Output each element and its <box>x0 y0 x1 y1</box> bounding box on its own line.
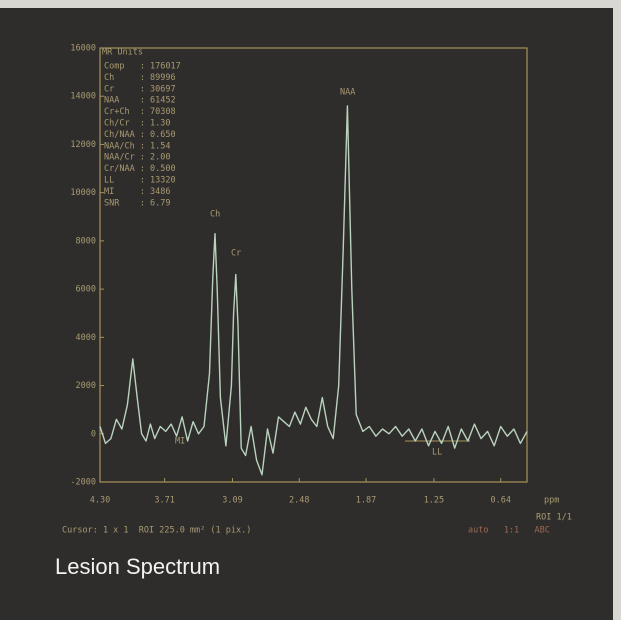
y-tick-label: 4000 <box>76 333 96 343</box>
peak-label: MI <box>175 437 185 447</box>
y-tick-label: 12000 <box>70 140 96 150</box>
y-tick-label: 10000 <box>70 188 96 198</box>
info-row: NAA/Cr : 2.00 <box>104 153 171 163</box>
info-row: NAA/Ch : 1.54 <box>104 141 171 151</box>
y-tick-label: 14000 <box>70 92 96 102</box>
y-tick-label: 0 <box>91 429 96 439</box>
info-row: LL : 13320 <box>104 176 176 186</box>
y-tick-label: 6000 <box>76 285 96 295</box>
info-row: Ch/Cr : 1.30 <box>104 119 171 129</box>
info-row: Cr+Ch : 70308 <box>104 107 176 117</box>
y-tick-label: -2000 <box>70 478 96 488</box>
y-tick-label: 8000 <box>76 236 96 246</box>
x-tick-label: 2.48 <box>289 496 309 506</box>
y-label: MR Units <box>102 48 143 58</box>
peak-label: NAA <box>340 88 355 98</box>
x-tick-label: 4.30 <box>90 496 110 506</box>
x-tick-label: 3.09 <box>222 496 242 506</box>
peak-label: Cr <box>231 249 241 259</box>
info-row: MI : 3486 <box>104 187 171 197</box>
info-row: Ch : 89996 <box>104 73 176 83</box>
caption: Lesion Spectrum <box>55 554 220 579</box>
y-tick-label: 16000 <box>70 44 96 54</box>
info-row: Cr/NAA : 0.500 <box>104 164 176 174</box>
peak-label: LL <box>432 448 442 458</box>
screen: MR Units ppm Ch Cr NAA MI LL Cursor: 1 x… <box>0 0 621 620</box>
page: MR Units ppm Ch Cr NAA MI LL Cursor: 1 x… <box>0 0 621 620</box>
x-tick-label: 1.25 <box>424 496 444 506</box>
x-tick-label: 1.87 <box>356 496 376 506</box>
status: auto 1:1 ABC <box>468 526 550 536</box>
info-row: Comp : 176017 <box>104 62 181 72</box>
y-tick-label: 2000 <box>76 381 96 391</box>
status: Cursor: 1 x 1 ROI 225.0 mm² (1 pix.) <box>62 526 251 536</box>
x-tick-label: 3.71 <box>154 496 174 506</box>
status: ROI 1/1 <box>536 513 572 523</box>
info-row: SNR : 6.79 <box>104 198 171 208</box>
x-tick-label: 0.64 <box>490 496 510 506</box>
info-row: Cr : 30697 <box>104 84 176 94</box>
info-row: Ch/NAA : 0.650 <box>104 130 176 140</box>
peak-label: Ch <box>210 210 220 220</box>
info-row: NAA : 61452 <box>104 96 176 106</box>
x-label: ppm <box>544 496 559 506</box>
